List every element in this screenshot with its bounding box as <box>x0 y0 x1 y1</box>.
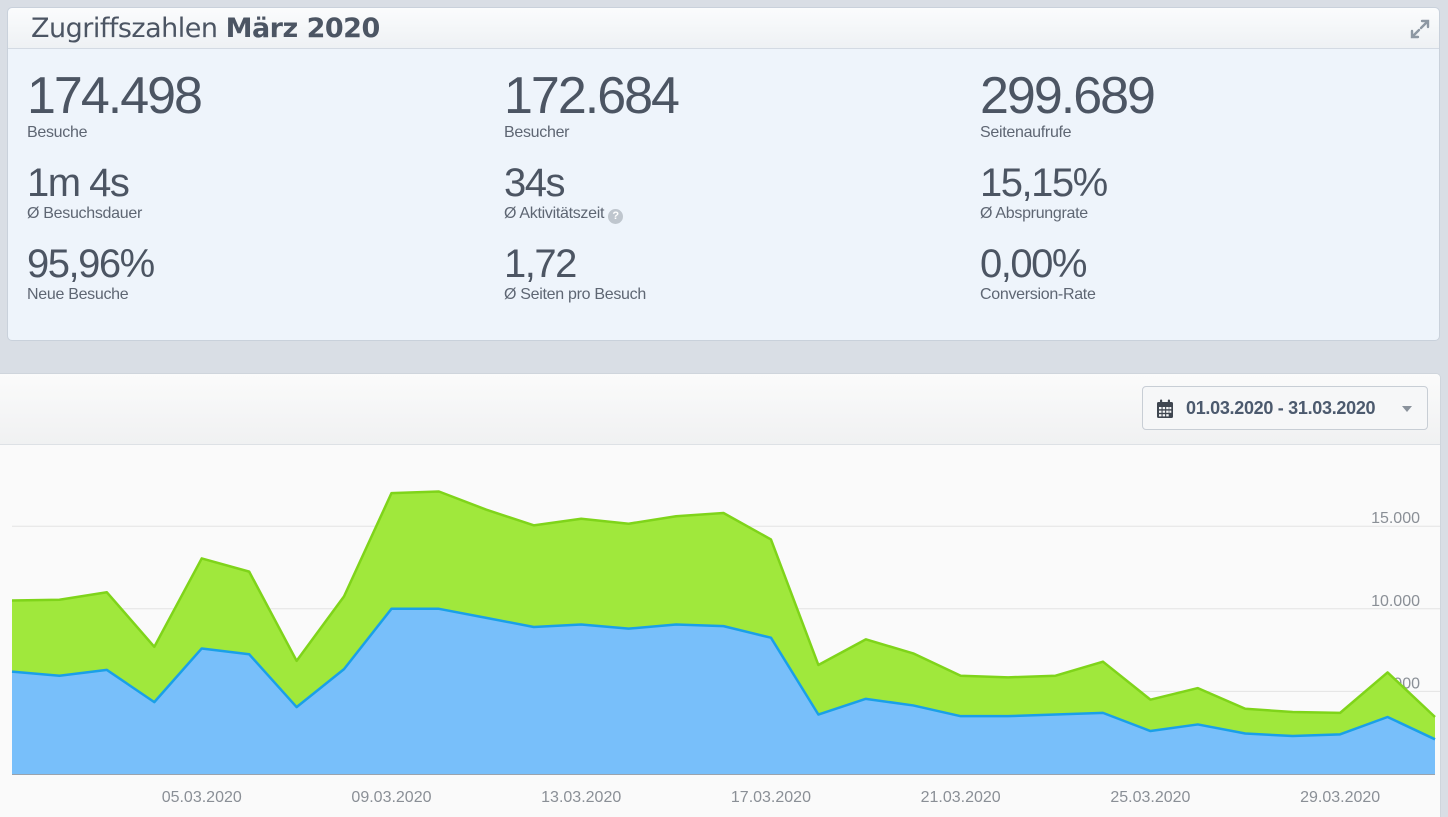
stat-value: 172.684 <box>504 67 680 125</box>
stat-pages-per-visit: 1,72 Ø Seiten pro Besuch <box>504 244 646 304</box>
series-1-line <box>11 607 1436 741</box>
stat-visitors: 172.684 Besucher <box>504 67 680 142</box>
x-tick-label: 21.03.2020 <box>921 789 1001 806</box>
stat-bounce-rate: 15,15% Ø Absprungrate <box>980 161 1108 223</box>
date-range-label: 01.03.2020 - 31.03.2020 <box>1186 398 1376 418</box>
calendar-icon <box>1157 399 1173 418</box>
date-range-button[interactable]: 01.03.2020 - 31.03.2020 <box>1142 386 1428 430</box>
help-icon[interactable]: ? <box>608 209 624 224</box>
x-tick-label: 17.03.2020 <box>731 789 811 806</box>
series-2-area <box>12 491 1435 740</box>
title-prefix: Zugriffszahlen <box>31 13 218 44</box>
stat-visit-duration: 1m 4s Ø Besuchsdauer <box>27 163 142 223</box>
x-tick-label: 29.03.2020 <box>1300 789 1380 806</box>
stats-panel: Zugriffszahlen März 2020 174.498 Besuche… <box>7 7 1440 341</box>
x-tick-label: 09.03.2020 <box>351 789 431 806</box>
stat-activity-time: 34s Ø Aktivitätszeit? <box>504 161 624 224</box>
page-title: Zugriffszahlen März 2020 <box>31 13 380 44</box>
stat-label: Conversion-Rate <box>980 286 1096 303</box>
stat-value: 0,00% <box>980 242 1087 286</box>
stat-value: 299.689 <box>980 67 1156 125</box>
expand-icon[interactable] <box>1409 18 1431 40</box>
chevron-down-icon <box>1402 406 1412 412</box>
series-1-area <box>12 608 1435 774</box>
stat-new-visits: 95,96% Neue Besuche <box>27 242 155 304</box>
stat-value: 1m 4s <box>27 161 130 205</box>
stat-label: Seitenaufrufe <box>980 124 1072 141</box>
chart-panel: 01.03.2020 - 31.03.2020 05.00010.00015.0… <box>0 373 1441 817</box>
stat-label-wrap: Ø Aktivitätszeit? <box>504 205 624 224</box>
stat-value: 95,96% <box>27 242 155 286</box>
y-tick-label: 15.000 <box>1371 510 1420 527</box>
stat-label: Ø Aktivitätszeit <box>504 205 605 222</box>
y-tick-label: 10.000 <box>1371 593 1420 610</box>
stat-value: 1,72 <box>504 242 577 286</box>
x-tick-label: 25.03.2020 <box>1110 789 1190 806</box>
chart-toolbar: 01.03.2020 - 31.03.2020 <box>0 374 1440 445</box>
stat-label: Besuche <box>27 124 88 141</box>
stat-label: Ø Absprungrate <box>980 205 1088 222</box>
stat-value: 15,15% <box>980 161 1108 205</box>
stat-value: 34s <box>504 161 566 205</box>
stat-pageviews: 299.689 Seitenaufrufe <box>980 67 1156 142</box>
series-2-line <box>11 490 1436 718</box>
stat-visits: 174.498 Besuche <box>27 67 203 142</box>
stat-label: Ø Besuchsdauer <box>27 205 142 222</box>
title-month: März 2020 <box>225 13 381 44</box>
traffic-chart: 05.00010.00015.00005.03.202009.03.202013… <box>11 490 1440 806</box>
stat-label: Besucher <box>504 124 570 141</box>
stat-label: Ø Seiten pro Besuch <box>504 286 646 303</box>
x-tick-label: 05.03.2020 <box>162 789 242 806</box>
stat-label: Neue Besuche <box>27 286 129 303</box>
stats-header: Zugriffszahlen März 2020 <box>8 8 1439 49</box>
stat-value: 174.498 <box>27 67 203 125</box>
stat-conversion-rate: 0,00% Conversion-Rate <box>980 244 1096 304</box>
x-tick-label: 13.03.2020 <box>541 789 621 806</box>
